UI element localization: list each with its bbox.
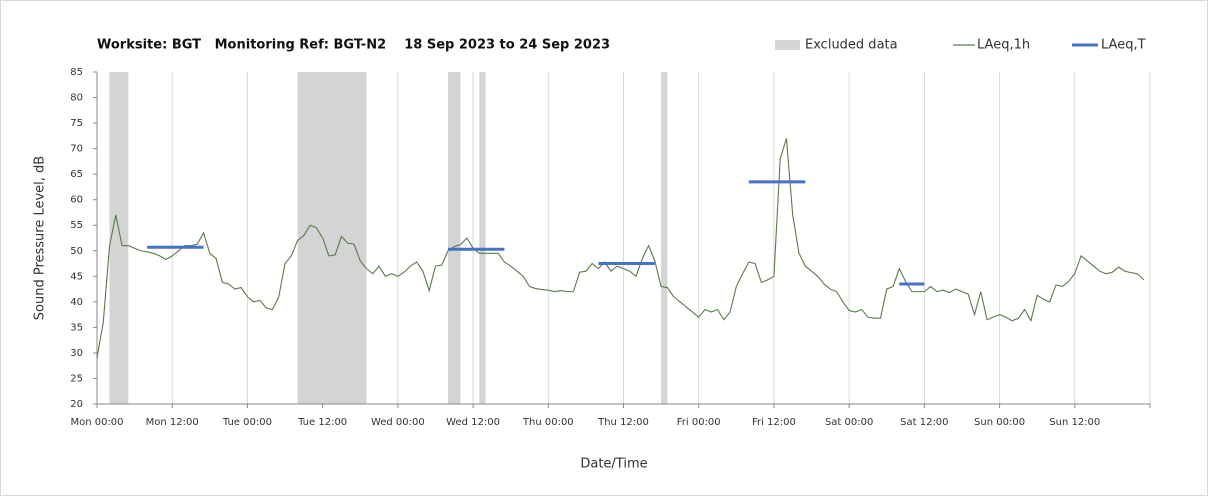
y-tick-label: 60 bbox=[70, 195, 83, 206]
excluded-band bbox=[479, 72, 486, 404]
excluded-band bbox=[297, 72, 367, 404]
x-tick-label: Sun 00:00 bbox=[974, 417, 1025, 428]
excluded-band bbox=[661, 72, 668, 404]
y-tick-label: 20 bbox=[70, 399, 83, 410]
x-tick-label: Mon 00:00 bbox=[70, 417, 123, 428]
y-tick-label: 45 bbox=[70, 271, 83, 282]
y-tick-label: 25 bbox=[70, 373, 83, 384]
x-tick-label: Fri 00:00 bbox=[677, 417, 721, 428]
excluded-band bbox=[448, 72, 461, 404]
x-tick-label: Wed 12:00 bbox=[446, 417, 500, 428]
x-tick-label: Fri 12:00 bbox=[752, 417, 796, 428]
y-tick-label: 80 bbox=[70, 93, 83, 104]
x-tick-label: Tue 00:00 bbox=[222, 417, 272, 428]
y-tick-label: 30 bbox=[70, 348, 83, 359]
y-tick-label: 55 bbox=[70, 220, 83, 231]
x-axis-label: Date/Time bbox=[580, 457, 647, 472]
x-tick-label: Tue 12:00 bbox=[297, 417, 347, 428]
y-tick-label: 35 bbox=[70, 322, 83, 333]
legend-label: LAeq,T bbox=[1101, 38, 1146, 53]
legend-label: LAeq,1h bbox=[977, 38, 1030, 53]
x-tick-label: Sun 12:00 bbox=[1049, 417, 1100, 428]
x-tick-label: Mon 12:00 bbox=[146, 417, 199, 428]
y-axis-label: Sound Pressure Level, dB bbox=[33, 156, 48, 320]
chart-title: Worksite: BGT Monitoring Ref: BGT-N2 18 … bbox=[97, 38, 610, 53]
y-tick-label: 40 bbox=[70, 297, 83, 308]
legend-swatch bbox=[775, 40, 800, 50]
legend-label: Excluded data bbox=[805, 38, 898, 53]
x-tick-label: Thu 12:00 bbox=[597, 417, 649, 428]
excluded-band bbox=[109, 72, 129, 404]
x-tick-label: Thu 00:00 bbox=[522, 417, 574, 428]
y-tick-label: 85 bbox=[70, 67, 83, 78]
y-tick-label: 70 bbox=[70, 144, 83, 155]
series-line bbox=[96, 138, 1145, 359]
y-tick-label: 50 bbox=[70, 246, 83, 257]
x-tick-label: Sat 00:00 bbox=[825, 417, 873, 428]
x-tick-label: Sat 12:00 bbox=[900, 417, 948, 428]
y-tick-label: 75 bbox=[70, 118, 83, 129]
y-tick-label: 65 bbox=[70, 169, 83, 180]
x-tick-label: Wed 00:00 bbox=[371, 417, 425, 428]
